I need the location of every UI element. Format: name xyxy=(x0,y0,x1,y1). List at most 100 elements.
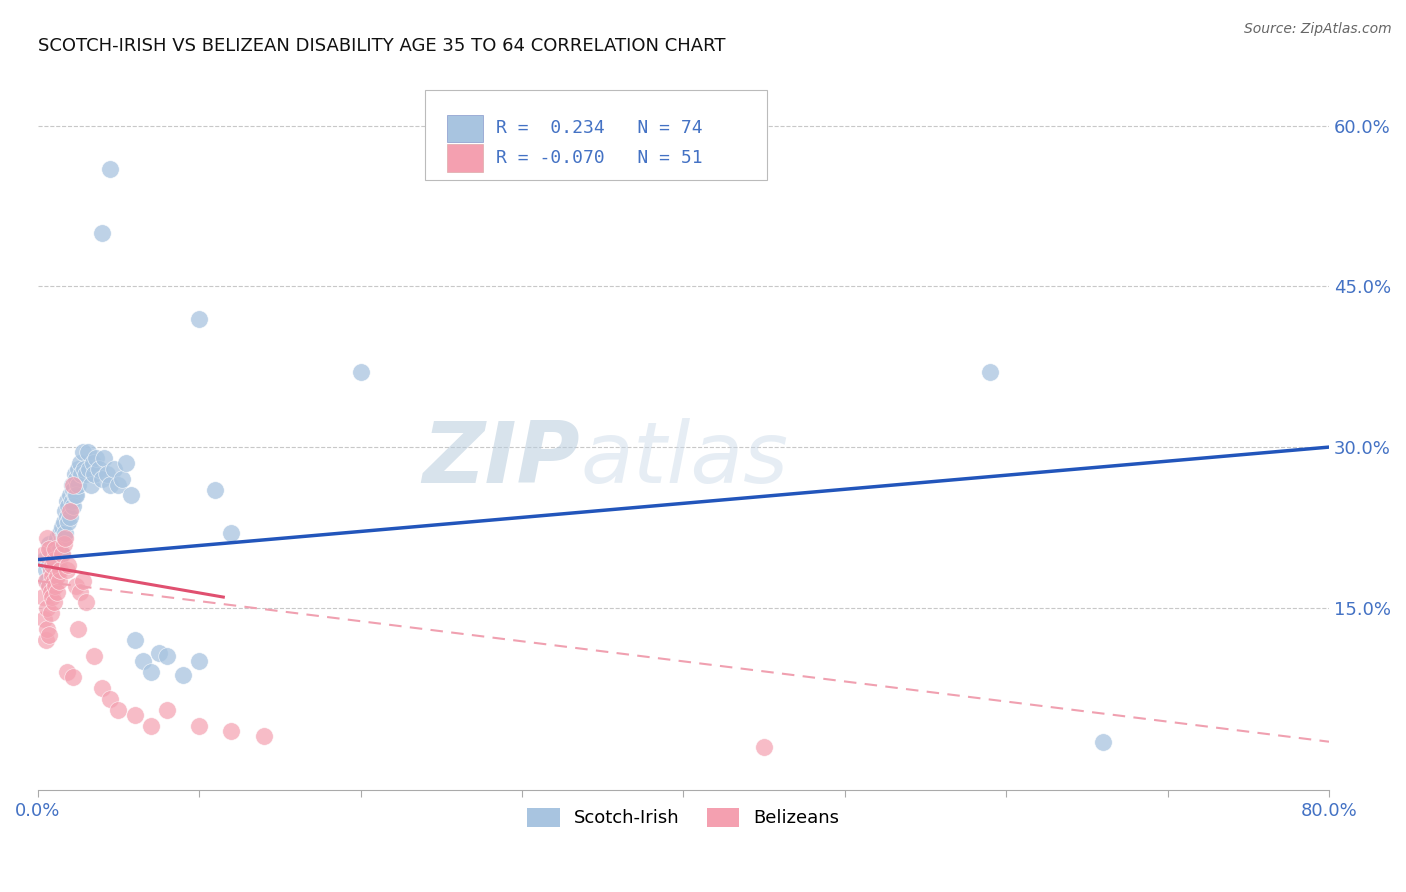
Point xyxy=(87,461,110,475)
Point xyxy=(39,547,62,561)
Point xyxy=(41,590,63,604)
Point xyxy=(42,552,65,566)
Point xyxy=(48,536,70,550)
Point xyxy=(188,718,211,732)
Text: R = -0.070   N = 51: R = -0.070 N = 51 xyxy=(496,149,703,167)
Point xyxy=(59,509,82,524)
Point xyxy=(221,723,243,738)
Point xyxy=(49,541,72,556)
Point xyxy=(83,648,105,663)
Point xyxy=(73,461,96,475)
Point xyxy=(35,563,58,577)
Point xyxy=(221,525,243,540)
Point xyxy=(55,509,77,524)
Point xyxy=(38,579,60,593)
Point xyxy=(63,467,86,481)
Point xyxy=(41,574,63,588)
Point xyxy=(124,632,146,647)
Point xyxy=(60,477,83,491)
Point xyxy=(98,161,121,176)
Point xyxy=(48,574,70,588)
Point xyxy=(48,552,70,566)
Point xyxy=(49,563,72,577)
Point xyxy=(39,563,62,577)
Point xyxy=(131,654,153,668)
Point xyxy=(53,504,76,518)
Point xyxy=(91,681,114,695)
Point xyxy=(80,477,103,491)
Point xyxy=(51,547,73,561)
Point xyxy=(32,611,55,625)
Point xyxy=(44,552,66,566)
Point xyxy=(51,520,73,534)
Point xyxy=(38,558,60,572)
Point xyxy=(32,552,55,566)
Point xyxy=(52,515,75,529)
Point xyxy=(46,568,69,582)
Point xyxy=(55,665,77,679)
Point xyxy=(349,365,371,379)
Point xyxy=(107,702,129,716)
Point xyxy=(58,499,80,513)
Point xyxy=(139,718,162,732)
Text: atlas: atlas xyxy=(581,418,787,501)
Point xyxy=(44,579,66,593)
Point xyxy=(65,488,87,502)
Point xyxy=(98,691,121,706)
Point xyxy=(1092,735,1115,749)
Point xyxy=(44,541,66,556)
Point xyxy=(37,622,59,636)
Point xyxy=(82,456,104,470)
Text: SCOTCH-IRISH VS BELIZEAN DISABILITY AGE 35 TO 64 CORRELATION CHART: SCOTCH-IRISH VS BELIZEAN DISABILITY AGE … xyxy=(38,37,725,55)
Point xyxy=(51,547,73,561)
Point xyxy=(32,547,55,561)
Point xyxy=(204,483,226,497)
Point xyxy=(59,488,82,502)
Point xyxy=(96,467,118,481)
FancyBboxPatch shape xyxy=(447,145,484,171)
Point xyxy=(79,461,101,475)
Point xyxy=(139,665,162,679)
Point xyxy=(72,445,94,459)
Point xyxy=(98,477,121,491)
Point xyxy=(41,568,63,582)
Point xyxy=(55,563,77,577)
Point xyxy=(37,574,59,588)
Point xyxy=(91,472,114,486)
Point xyxy=(41,558,63,572)
Point xyxy=(188,311,211,326)
Point xyxy=(253,730,276,744)
Point xyxy=(67,477,90,491)
Point xyxy=(91,226,114,240)
Point xyxy=(46,547,69,561)
Point xyxy=(67,461,90,475)
Point xyxy=(49,525,72,540)
Point xyxy=(62,499,84,513)
Point xyxy=(58,515,80,529)
Point xyxy=(35,632,58,647)
Point xyxy=(63,488,86,502)
Point xyxy=(752,740,775,755)
Point xyxy=(72,574,94,588)
Legend: Scotch-Irish, Belizeans: Scotch-Irish, Belizeans xyxy=(520,801,846,835)
Point xyxy=(44,536,66,550)
Point xyxy=(39,563,62,577)
Point xyxy=(124,707,146,722)
Point xyxy=(979,365,1001,379)
Point xyxy=(38,541,60,556)
Point xyxy=(62,670,84,684)
Point xyxy=(35,574,58,588)
FancyBboxPatch shape xyxy=(425,90,768,180)
Point xyxy=(188,654,211,668)
Point xyxy=(55,493,77,508)
Point xyxy=(148,646,170,660)
Point xyxy=(111,472,134,486)
Point xyxy=(103,461,125,475)
Point xyxy=(172,668,194,682)
Point xyxy=(46,531,69,545)
Point xyxy=(59,504,82,518)
Point xyxy=(42,541,65,556)
Point xyxy=(37,531,59,545)
Point xyxy=(115,456,138,470)
FancyBboxPatch shape xyxy=(447,115,484,142)
